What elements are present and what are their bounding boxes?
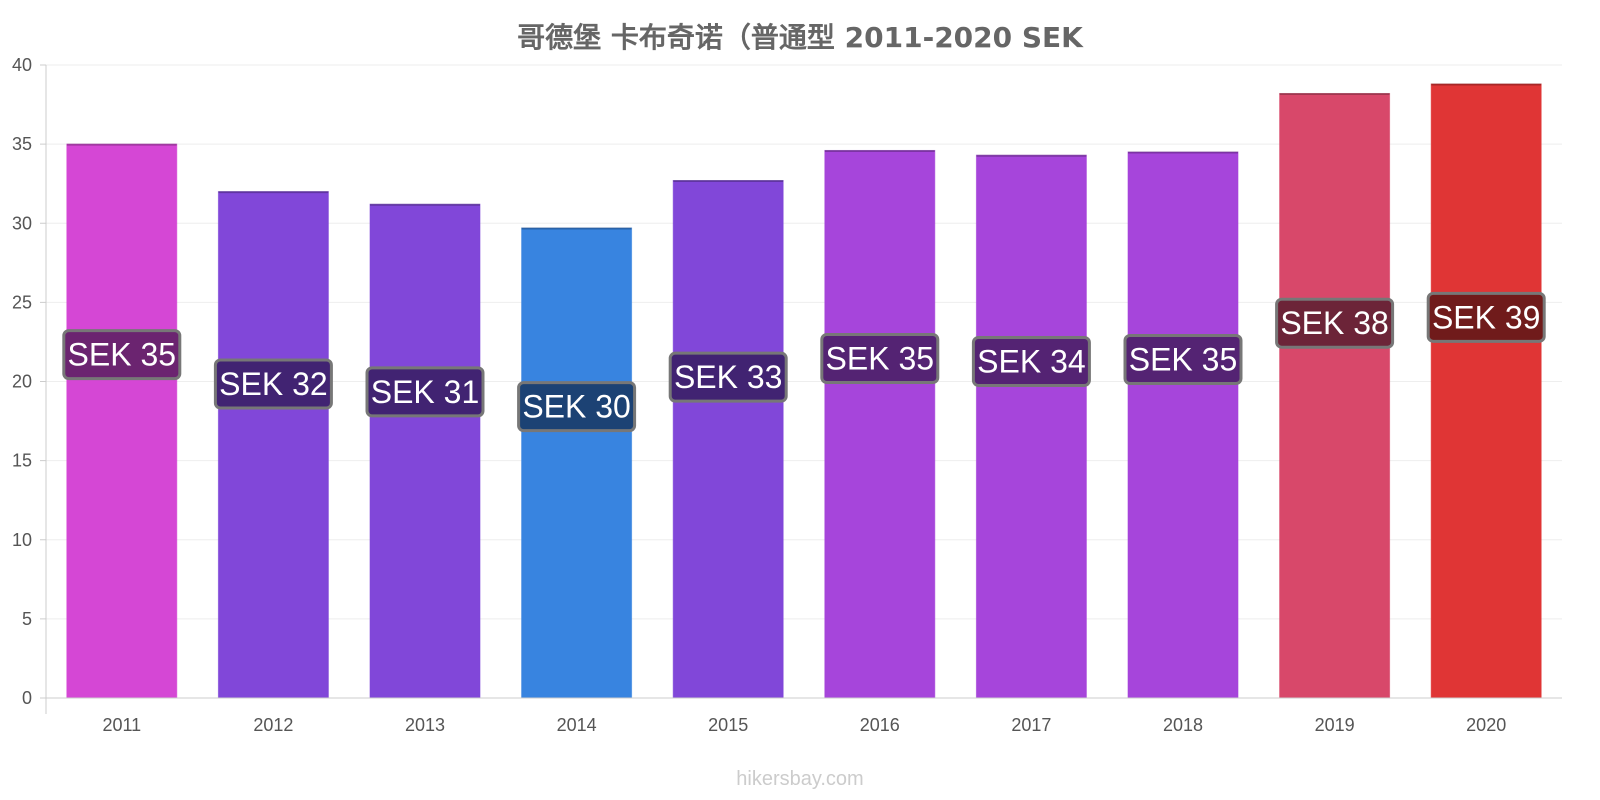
data-label-box [1123, 334, 1243, 386]
x-tick-label: 2013 [405, 715, 445, 735]
data-label: SEK 38 [1280, 305, 1389, 341]
x-tick-label: 2019 [1315, 715, 1355, 735]
axes [45, 65, 1562, 714]
y-tick-label: 0 [22, 688, 32, 708]
y-tick-label: 5 [22, 609, 32, 629]
bar-2017 [975, 154, 1087, 699]
data-label-box [213, 358, 333, 410]
data-label: SEK 31 [371, 374, 480, 410]
y-tick-label: 35 [12, 134, 32, 154]
x-tick-label: 2015 [708, 715, 748, 735]
x-tick-label: 2012 [253, 715, 293, 735]
ticks: 0 5 10 15 20 25 30 35 40 2011 2012 2013 2014 2015 2016… [12, 55, 1506, 735]
data-label-box [1426, 291, 1546, 343]
y-tick-label: 15 [12, 451, 32, 471]
data-label-box [820, 333, 940, 385]
bar-2012 [217, 191, 329, 699]
data-label: SEK 33 [674, 359, 783, 395]
bar-2014 [521, 227, 633, 699]
data-label: SEK 34 [977, 343, 1086, 379]
bar-2013 [369, 203, 481, 699]
bar-2020 [1430, 83, 1542, 699]
data-label: SEK 35 [1129, 342, 1238, 378]
y-tick-label: 25 [12, 292, 32, 312]
data-label: SEK 39 [1432, 299, 1541, 335]
y-tick-label: 40 [12, 55, 32, 75]
data-label: SEK 32 [219, 366, 328, 402]
y-tick-label: 10 [12, 530, 32, 550]
bar-2018 [1127, 151, 1239, 699]
data-labels: SEK 35 SEK 32 SEK 31 SEK 30 SEK 33 SEK 35 SEK … [62, 291, 1546, 433]
x-tick-label: 2011 [102, 715, 141, 735]
data-label: SEK 35 [826, 341, 935, 377]
bars [66, 83, 1542, 699]
bar-2019 [1279, 92, 1391, 699]
data-label-box [971, 335, 1091, 387]
data-label-box [62, 329, 182, 381]
y-tick-label: 30 [12, 213, 32, 233]
data-label-box [517, 381, 637, 433]
bar-2015 [672, 180, 784, 699]
x-tick-label: 2016 [860, 715, 900, 735]
bar-2011 [66, 143, 178, 699]
x-tick-label: 2018 [1163, 715, 1203, 735]
x-tick-label: 2017 [1011, 715, 1051, 735]
data-label: SEK 30 [522, 389, 631, 425]
watermark: hikersbay.com [736, 768, 864, 790]
data-label-box [1275, 297, 1395, 349]
data-label-box [668, 351, 788, 403]
data-label-box [365, 366, 485, 418]
data-label: SEK 35 [68, 337, 177, 373]
x-tick-label: 2020 [1466, 715, 1506, 735]
x-tick-label: 2014 [557, 715, 597, 735]
y-tick-label: 20 [12, 372, 32, 392]
chart-title: 哥德堡 卡布奇诺（普通型 2011-2020 SEK [517, 21, 1083, 54]
bar-2016 [824, 149, 936, 699]
